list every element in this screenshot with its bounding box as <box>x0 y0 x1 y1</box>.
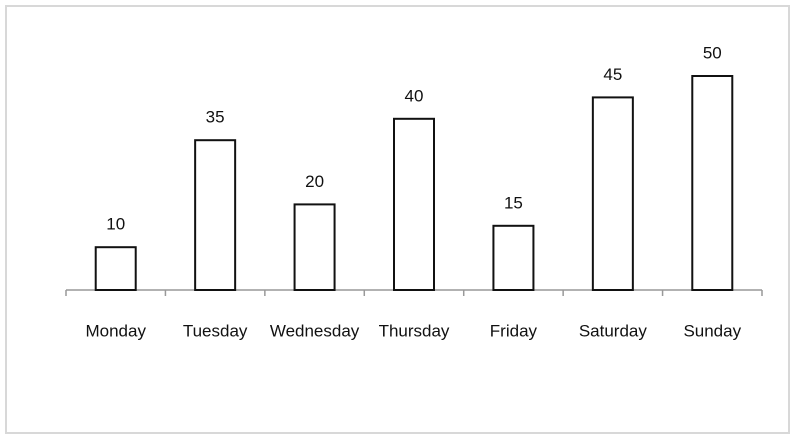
data-label: 50 <box>703 43 722 62</box>
bar <box>94 246 137 291</box>
x-tick-label: Saturday <box>579 321 648 340</box>
x-tick-label: Wednesday <box>270 321 360 340</box>
data-label: 15 <box>504 193 523 212</box>
data-label: 35 <box>206 108 225 127</box>
bar <box>393 117 435 291</box>
x-tick-label: Tuesday <box>183 321 248 340</box>
data-label: 20 <box>305 172 324 191</box>
bar <box>194 139 237 291</box>
bar <box>591 96 634 292</box>
bar <box>492 224 535 291</box>
bar <box>691 75 734 291</box>
data-label: 10 <box>106 215 125 234</box>
x-tick-label: Thursday <box>379 321 450 340</box>
x-tick-label: Friday <box>490 321 538 340</box>
x-tick-label: Sunday <box>683 321 741 340</box>
x-tick-label: Monday <box>85 321 146 340</box>
bar <box>293 203 336 291</box>
data-label: 40 <box>405 86 424 105</box>
data-label: 45 <box>603 65 622 84</box>
